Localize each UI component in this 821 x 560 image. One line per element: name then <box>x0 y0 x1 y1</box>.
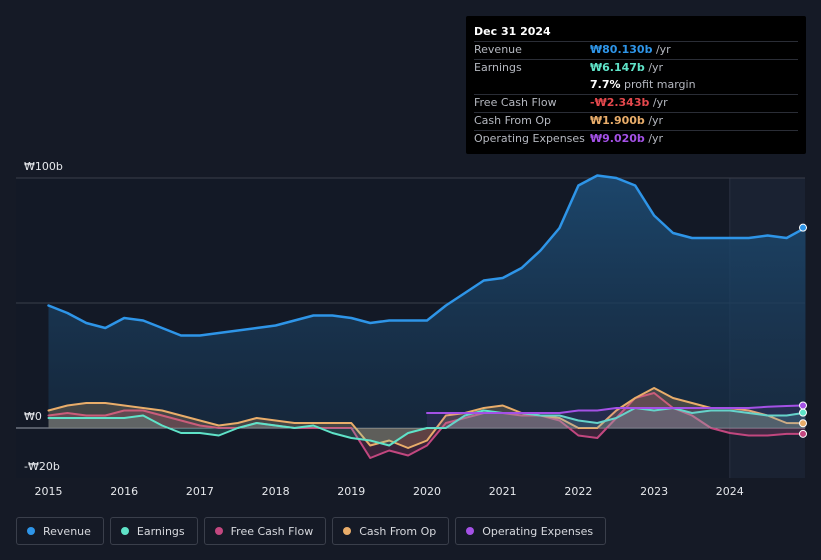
tooltip-value: ₩80.130b <box>590 43 653 56</box>
x-tick-label: 2019 <box>337 485 365 498</box>
tooltip-label: Cash From Op <box>474 114 552 127</box>
earnings-end-marker <box>799 408 807 417</box>
tooltip-row-revenue: Revenue ₩80.130b /yr <box>474 41 798 59</box>
tooltip-label: Revenue <box>474 43 522 56</box>
operating-expenses-end-marker <box>799 401 807 410</box>
free-cash-flow-dot-icon <box>214 527 223 535</box>
x-tick-label: 2017 <box>186 485 214 498</box>
revenue-end-marker <box>799 223 807 232</box>
tooltip-row-cash-from-op: Cash From Op ₩1.900b /yr <box>474 112 798 130</box>
earnings-area <box>48 408 806 446</box>
x-tick-label: 2024 <box>716 485 744 498</box>
tooltip-label: Free Cash Flow <box>474 96 557 109</box>
revenue-line <box>47 174 807 337</box>
earnings-line <box>47 407 807 447</box>
tooltip-row-operating-expenses: Operating Expenses ₩9.020b /yr <box>474 130 798 148</box>
operating-expenses-dot-icon <box>466 527 475 535</box>
tooltip-unit: profit margin <box>624 78 696 91</box>
tooltip-value: -₩2.343b <box>590 96 650 109</box>
cash-from-op-end-marker <box>799 419 807 428</box>
x-tick-label: 2022 <box>564 485 592 498</box>
y-tick-label: -₩20b <box>24 460 60 473</box>
tooltip-unit: /yr <box>648 61 664 74</box>
cash-from-op-dot-icon <box>343 527 352 535</box>
y-tick-label: ₩100b <box>24 160 63 173</box>
tooltip-row-free-cash-flow: Free Cash Flow -₩2.343b /yr <box>474 94 798 112</box>
tooltip-value: ₩1.900b <box>590 114 645 127</box>
cash-from-op-area <box>48 388 806 448</box>
legend-label: Earnings <box>136 524 185 538</box>
legend-label: Operating Expenses <box>482 524 594 538</box>
tooltip-date: Dec 31 2024 <box>474 25 551 38</box>
x-tick-label: 2020 <box>413 485 441 498</box>
x-tick-label: 2015 <box>35 485 63 498</box>
tooltip-label: Operating Expenses <box>474 132 585 145</box>
legend-item-earnings[interactable]: Earnings <box>109 517 198 545</box>
legend-item-free-cash-flow[interactable]: Free Cash Flow <box>203 517 327 545</box>
tooltip-row-profit-margin: 7.7% profit margin <box>474 77 798 94</box>
x-tick-label: 2016 <box>110 485 138 498</box>
legend-item-revenue[interactable]: Revenue <box>16 517 104 545</box>
tooltip-label <box>474 77 590 94</box>
tooltip-unit: /yr <box>655 43 671 56</box>
revenue-dot-icon <box>27 527 35 535</box>
legend-item-cash-from-op[interactable]: Cash From Op <box>332 517 450 545</box>
legend-label: Free Cash Flow <box>230 524 314 538</box>
operating-expenses-area <box>427 405 806 428</box>
x-tick-label: 2023 <box>640 485 668 498</box>
x-tick-label: 2021 <box>489 485 517 498</box>
cash-from-op-line <box>47 387 807 449</box>
tooltip-value: ₩6.147b <box>590 61 645 74</box>
tooltip-label: Earnings <box>474 61 522 74</box>
earnings-dot-icon <box>120 527 129 535</box>
chart-legend: Revenue Earnings Free Cash Flow Cash Fro… <box>16 517 607 545</box>
x-tick-label: 2018 <box>262 485 290 498</box>
tooltip-value: ₩9.020b <box>590 132 645 145</box>
y-tick-label: ₩0 <box>24 410 42 423</box>
operating-expenses-line <box>426 404 807 414</box>
legend-label: Cash From Op <box>359 524 437 538</box>
tooltip-unit: /yr <box>648 114 664 127</box>
free-cash-flow-end-marker <box>799 429 807 438</box>
revenue-area <box>48 175 806 428</box>
legend-label: Revenue <box>43 524 91 538</box>
tooltip-value: 7.7% <box>590 78 621 91</box>
legend-item-operating-expenses[interactable]: Operating Expenses <box>455 517 607 545</box>
tooltip-unit: /yr <box>652 96 668 109</box>
data-tooltip: Dec 31 2024 Revenue ₩80.130b /yr Earning… <box>466 16 806 154</box>
tooltip-unit: /yr <box>648 132 664 145</box>
tooltip-row-earnings: Earnings ₩6.147b /yr <box>474 59 798 77</box>
